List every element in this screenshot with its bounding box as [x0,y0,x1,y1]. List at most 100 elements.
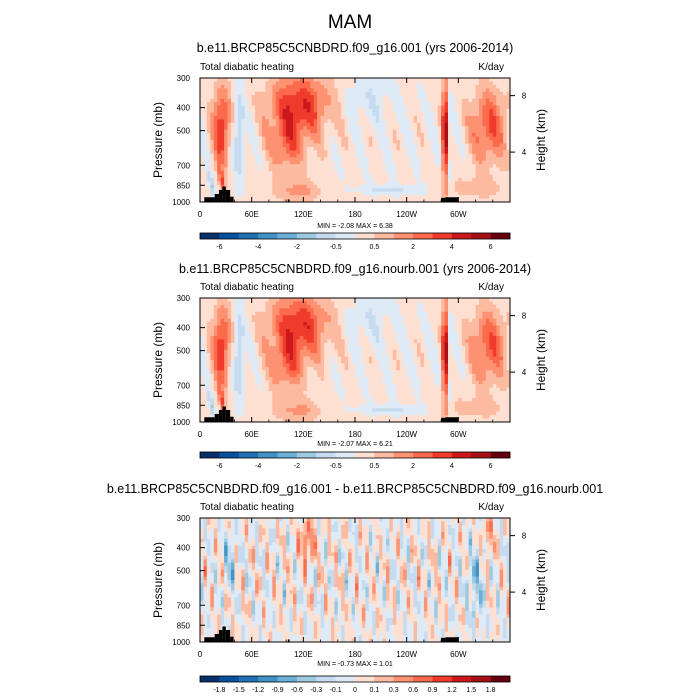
heatmap-cell [358,102,363,106]
heatmap-cell [434,298,439,302]
heatmap-cell [268,356,273,361]
heatmap-cell [231,311,235,316]
heatmap-cell [355,339,359,344]
heatmap-cell [206,119,211,124]
heatmap-cell [372,353,377,357]
heatmap-cell [451,298,456,302]
heatmap-cell [382,195,387,199]
heatmap-cell [244,335,249,340]
heatmap-cell [231,164,235,168]
heatmap-cell [475,122,480,127]
heatmap-cell [482,157,487,162]
heatmap-cell [403,115,408,120]
heatmap-cell [231,150,235,155]
heatmap-cell [255,78,259,82]
heatmap-cell [200,346,204,351]
heatmap-cell [392,335,397,340]
heatmap-cell [306,102,311,106]
heatmap-cell [272,315,277,320]
heatmap-cell [410,153,414,158]
heatmap-cell [420,112,425,117]
heatmap-cell [310,353,315,357]
heatmap-cell [303,81,308,86]
heatmap-cell [454,335,459,340]
heatmap-cell [248,112,253,117]
heatmap-cell [237,191,242,196]
heatmap-cell [203,78,208,82]
heatmap-cell [389,349,394,354]
heatmap-cell [496,119,501,124]
heatmap-cell [255,360,259,364]
heatmap-cell [303,177,308,182]
heatmap-cell [279,122,284,127]
heatmap-cell [492,98,497,103]
heatmap-cell [203,191,208,196]
heatmap-cell [237,298,242,302]
heatmap-cell [262,98,266,103]
heatmap-cell [451,88,456,93]
heatmap-cell [420,98,425,103]
heatmap-cell [244,318,249,323]
heatmap-cell [482,181,487,186]
heatmap-cell [441,126,445,131]
heatmap-cell [479,109,483,113]
heatmap-cell [420,335,425,340]
heatmap-cell [389,318,394,323]
heatmap-cell [420,105,425,110]
heatmap-cell [251,143,256,148]
heatmap-cell [410,346,414,351]
heatmap-cell [258,129,263,134]
heatmap-cell [234,95,239,100]
heatmap-cell [485,353,490,357]
heatmap-cell [479,198,483,203]
heatmap-cell [441,160,445,165]
heatmap-cell [255,164,259,168]
heatmap-cell [299,191,304,196]
heatmap-cell [337,335,342,340]
heatmap-cell [200,308,204,313]
heatmap-cell [310,167,315,172]
heatmap-cell [237,98,242,103]
heatmap-cell [262,164,266,168]
heatmap-cell [423,301,428,306]
colorbar-label: -4 [255,244,261,251]
heatmap-cell [368,126,373,131]
heatmap-cell [410,122,414,127]
heatmap-cell [372,88,377,93]
heatmap-cell [358,332,363,337]
heatmap-cell [317,346,321,351]
heatmap-cell [489,140,494,144]
heatmap-cell [492,298,497,302]
heatmap-cell [458,126,463,131]
heatmap-cell [379,356,383,361]
heatmap-cell [406,171,411,175]
heatmap-cell [306,308,311,313]
heatmap-cell [206,177,211,182]
heatmap-cell [479,126,483,131]
heatmap-cell [341,115,346,120]
heatmap-cell [268,115,273,120]
heatmap-cell [231,133,235,137]
heatmap-cell [213,119,218,124]
heatmap-cell [368,133,373,137]
heatmap-cell [468,167,473,172]
heatmap-cell [454,98,459,103]
heatmap-cell [454,153,459,158]
heatmap-cell [303,181,308,186]
heatmap-cell [423,181,428,186]
heatmap-cell [313,349,318,354]
heatmap-cell [200,360,204,364]
heatmap-cell [410,105,414,110]
heatmap-cell [375,325,380,330]
heatmap-cell [406,146,411,151]
heatmap-cell [203,91,208,96]
heatmap-cell [327,304,332,309]
heatmap-cell [206,98,211,103]
heatmap-cell [275,115,280,120]
heatmap-cell [372,181,377,186]
heatmap-cell [468,160,473,165]
heatmap-cell [389,95,394,100]
heatmap-cell [200,311,204,316]
heatmap-cell [410,198,414,203]
heatmap-cell [496,102,501,106]
